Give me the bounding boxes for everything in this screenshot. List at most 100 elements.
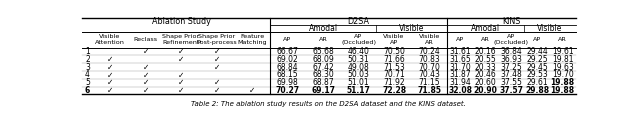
Text: 29.45: 29.45	[526, 63, 548, 72]
Text: ✓: ✓	[213, 55, 220, 64]
Text: 71.92: 71.92	[383, 78, 405, 87]
Text: 69.98: 69.98	[276, 78, 298, 87]
Text: AP
(Occluded): AP (Occluded)	[494, 34, 529, 45]
Text: ✓: ✓	[142, 63, 148, 72]
Text: 4: 4	[85, 71, 90, 80]
Text: 71.15: 71.15	[419, 78, 440, 87]
Text: AP: AP	[284, 37, 292, 42]
Text: 31.94: 31.94	[449, 78, 471, 87]
Text: Amodal: Amodal	[471, 24, 500, 33]
Text: 68.84: 68.84	[276, 63, 298, 72]
Text: 70.71: 70.71	[383, 71, 405, 80]
Text: 31.70: 31.70	[449, 63, 471, 72]
Text: ✓: ✓	[178, 78, 184, 87]
Text: ✓: ✓	[107, 63, 113, 72]
Text: AR: AR	[558, 37, 567, 42]
Text: 68.87: 68.87	[312, 78, 334, 87]
Text: 3: 3	[85, 63, 90, 72]
Text: 66.67: 66.67	[276, 47, 298, 56]
Text: Reclass: Reclass	[134, 37, 157, 42]
Text: ✓: ✓	[142, 78, 148, 87]
Text: ✓: ✓	[213, 78, 220, 87]
Text: KINS: KINS	[502, 17, 520, 26]
Text: Visible
Attention: Visible Attention	[95, 34, 125, 45]
Text: 71.85: 71.85	[417, 86, 442, 95]
Text: ✓: ✓	[213, 63, 220, 72]
Text: AP: AP	[533, 37, 541, 42]
Text: Visible
AP: Visible AP	[383, 34, 404, 45]
Text: 67.42: 67.42	[312, 63, 334, 72]
Text: 68.15: 68.15	[276, 71, 298, 80]
Text: 2: 2	[85, 55, 90, 64]
Text: 29.61: 29.61	[526, 78, 548, 87]
Text: 32.08: 32.08	[448, 86, 472, 95]
Text: AR: AR	[319, 37, 328, 42]
Text: 1: 1	[85, 47, 90, 56]
Text: ✓: ✓	[107, 55, 113, 64]
Text: 31.65: 31.65	[449, 55, 471, 64]
Text: ✓: ✓	[178, 47, 184, 56]
Text: 20.16: 20.16	[475, 47, 497, 56]
Text: 70.43: 70.43	[419, 71, 440, 80]
Text: Table 2: The ablation study results on the D2SA dataset and the KINS dataset.: Table 2: The ablation study results on t…	[191, 101, 465, 107]
Text: 68.30: 68.30	[312, 71, 334, 80]
Text: 70.83: 70.83	[419, 55, 440, 64]
Text: 71.66: 71.66	[383, 55, 405, 64]
Text: 70.50: 70.50	[383, 47, 405, 56]
Text: 31.87: 31.87	[449, 71, 471, 80]
Text: Amodal: Amodal	[308, 24, 338, 33]
Text: 20.46: 20.46	[475, 71, 497, 80]
Text: 20.90: 20.90	[474, 86, 498, 95]
Text: ✓: ✓	[178, 86, 184, 95]
Text: 69.02: 69.02	[276, 55, 298, 64]
Text: 31.61: 31.61	[449, 47, 471, 56]
Text: 49.08: 49.08	[348, 63, 369, 72]
Text: 70.27: 70.27	[275, 86, 300, 95]
Text: 70.70: 70.70	[419, 63, 440, 72]
Text: Ablation Study: Ablation Study	[152, 17, 211, 26]
Text: 72.28: 72.28	[382, 86, 406, 95]
Text: ✓: ✓	[142, 47, 148, 56]
Text: 29.53: 29.53	[526, 71, 548, 80]
Text: 65.68: 65.68	[312, 47, 334, 56]
Text: Feature
Matching: Feature Matching	[237, 34, 267, 45]
Text: 19.88: 19.88	[550, 78, 575, 87]
Text: ✓: ✓	[213, 86, 220, 95]
Text: 37.57: 37.57	[499, 86, 524, 95]
Text: 6: 6	[84, 86, 90, 95]
Text: 19.81: 19.81	[552, 55, 573, 64]
Text: ✓: ✓	[142, 86, 148, 95]
Text: 19.70: 19.70	[552, 71, 573, 80]
Text: 71.53: 71.53	[383, 63, 405, 72]
Text: Visible
AR: Visible AR	[419, 34, 440, 45]
Text: 37.25: 37.25	[500, 63, 522, 72]
Text: 20.33: 20.33	[475, 63, 497, 72]
Text: 37.48: 37.48	[500, 71, 522, 80]
Text: 19.63: 19.63	[552, 63, 573, 72]
Text: ✓: ✓	[178, 55, 184, 64]
Text: 36.84: 36.84	[500, 47, 522, 56]
Text: 36.93: 36.93	[500, 55, 522, 64]
Text: 37.55: 37.55	[500, 78, 522, 87]
Text: ✓: ✓	[107, 71, 113, 80]
Text: 46.40: 46.40	[348, 47, 369, 56]
Text: AP: AP	[456, 37, 464, 42]
Text: 69.17: 69.17	[311, 86, 335, 95]
Text: AR: AR	[481, 37, 490, 42]
Text: 51.17: 51.17	[347, 86, 371, 95]
Text: ✓: ✓	[107, 78, 113, 87]
Text: 19.61: 19.61	[552, 47, 573, 56]
Text: Shape Prior
Refinement: Shape Prior Refinement	[163, 34, 200, 45]
Text: 50.03: 50.03	[348, 71, 369, 80]
Text: Visible: Visible	[399, 24, 424, 33]
Text: Shape Prior
Post-process: Shape Prior Post-process	[196, 34, 237, 45]
Text: 20.55: 20.55	[475, 55, 497, 64]
Text: 20.60: 20.60	[475, 78, 497, 87]
Text: ✓: ✓	[249, 86, 255, 95]
Text: 29.44: 29.44	[526, 47, 548, 56]
Text: 70.24: 70.24	[419, 47, 440, 56]
Text: 51.01: 51.01	[348, 78, 369, 87]
Text: 19.88: 19.88	[550, 86, 575, 95]
Text: Visible: Visible	[537, 24, 563, 33]
Text: ✓: ✓	[178, 71, 184, 80]
